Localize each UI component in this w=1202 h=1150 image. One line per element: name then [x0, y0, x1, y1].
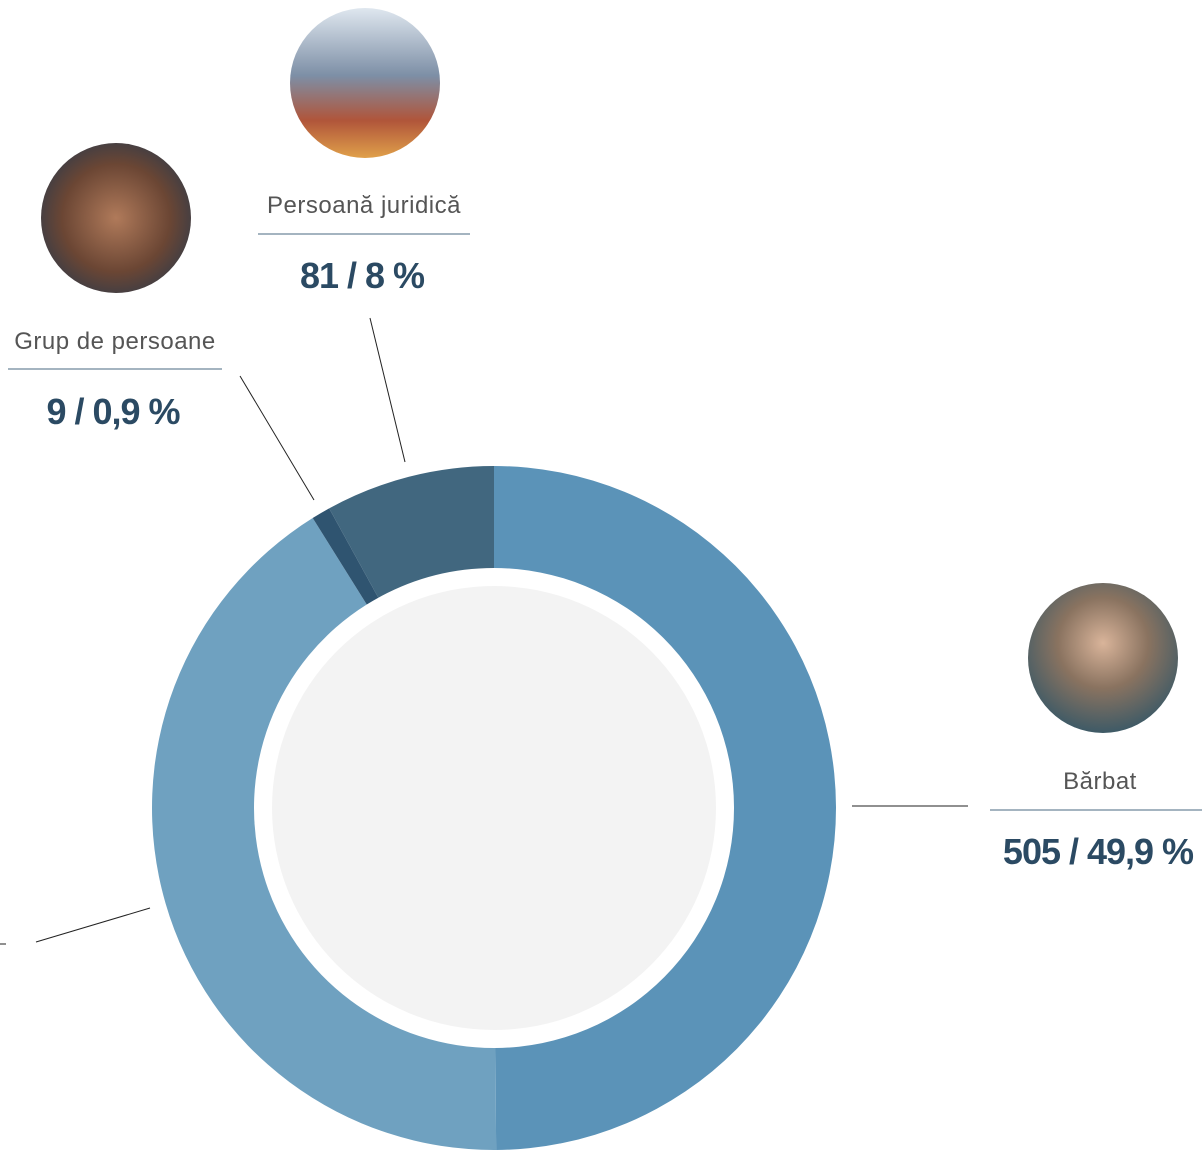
donut-segment [329, 466, 494, 598]
value-label: 9 / 0,9 % [46, 391, 180, 432]
value-label: 81 / 8 % [300, 255, 425, 296]
leader-line [369, 317, 406, 463]
donut-segment [152, 518, 497, 1150]
value-label: 505 / 49,9 % [1003, 831, 1194, 872]
donut-segment [312, 508, 379, 605]
group-image [41, 143, 191, 293]
avatar-image [1028, 583, 1178, 733]
building-image [290, 8, 440, 158]
category-label: Grup de persoane [14, 328, 215, 355]
leader-line [239, 375, 315, 501]
category-label: Bărbat [1063, 768, 1137, 795]
category-label: Persoană juridică [267, 192, 461, 219]
donut-segment [494, 466, 836, 1150]
leader-line [35, 907, 151, 943]
donut [152, 466, 836, 1150]
donut-center [272, 586, 716, 1030]
